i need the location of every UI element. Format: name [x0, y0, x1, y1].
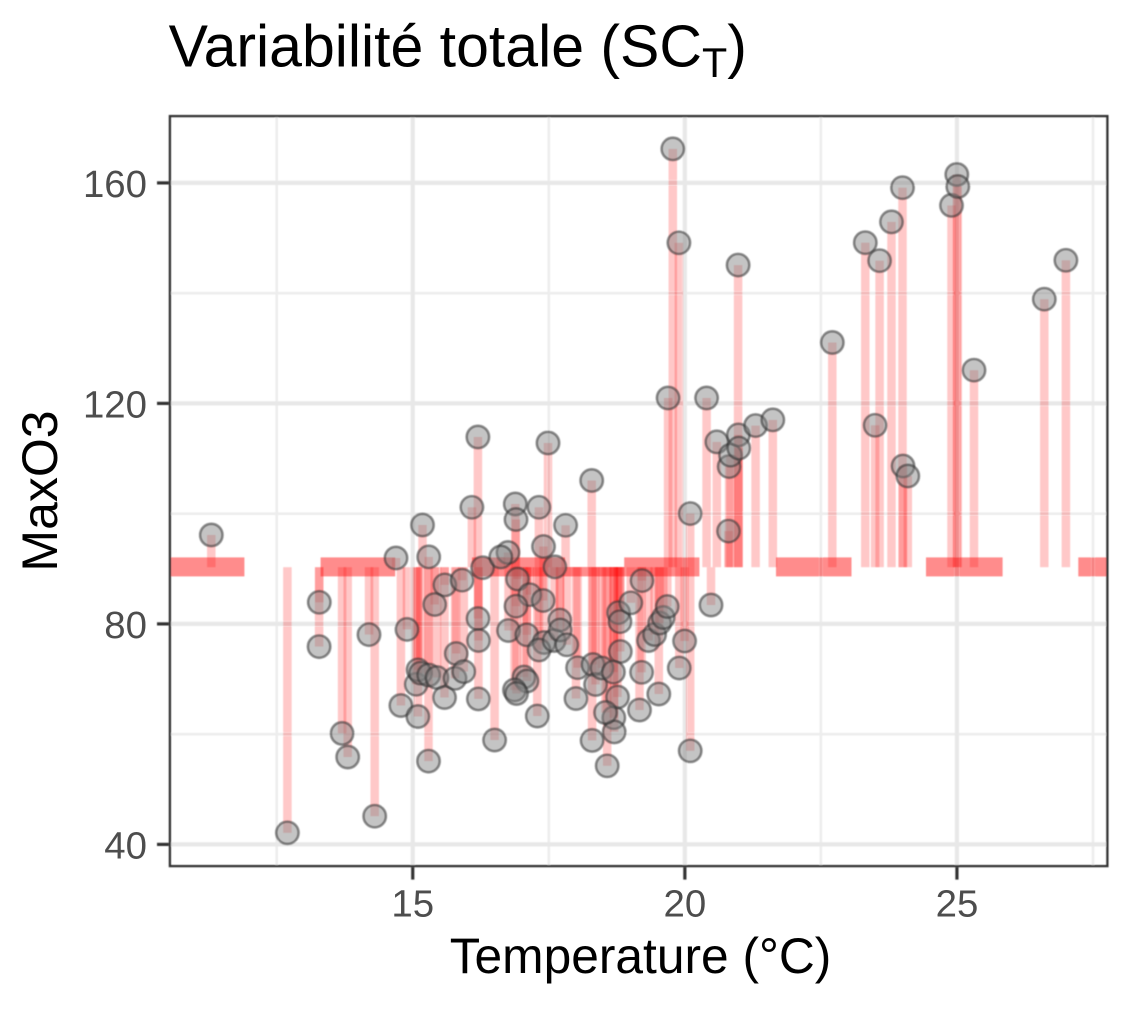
svg-text:120: 120 — [83, 383, 147, 426]
svg-text:160: 160 — [83, 163, 147, 206]
svg-text:80: 80 — [104, 604, 147, 647]
svg-text:Variabilité totale (SCT): Variabilité totale (SCT) — [169, 14, 747, 86]
svg-text:15: 15 — [391, 882, 434, 925]
svg-text:Temperature (°C): Temperature (°C) — [450, 928, 832, 984]
svg-text:MaxO3: MaxO3 — [12, 410, 68, 571]
svg-text:40: 40 — [104, 824, 147, 867]
svg-text:20: 20 — [663, 882, 706, 925]
svg-text:25: 25 — [936, 882, 979, 925]
